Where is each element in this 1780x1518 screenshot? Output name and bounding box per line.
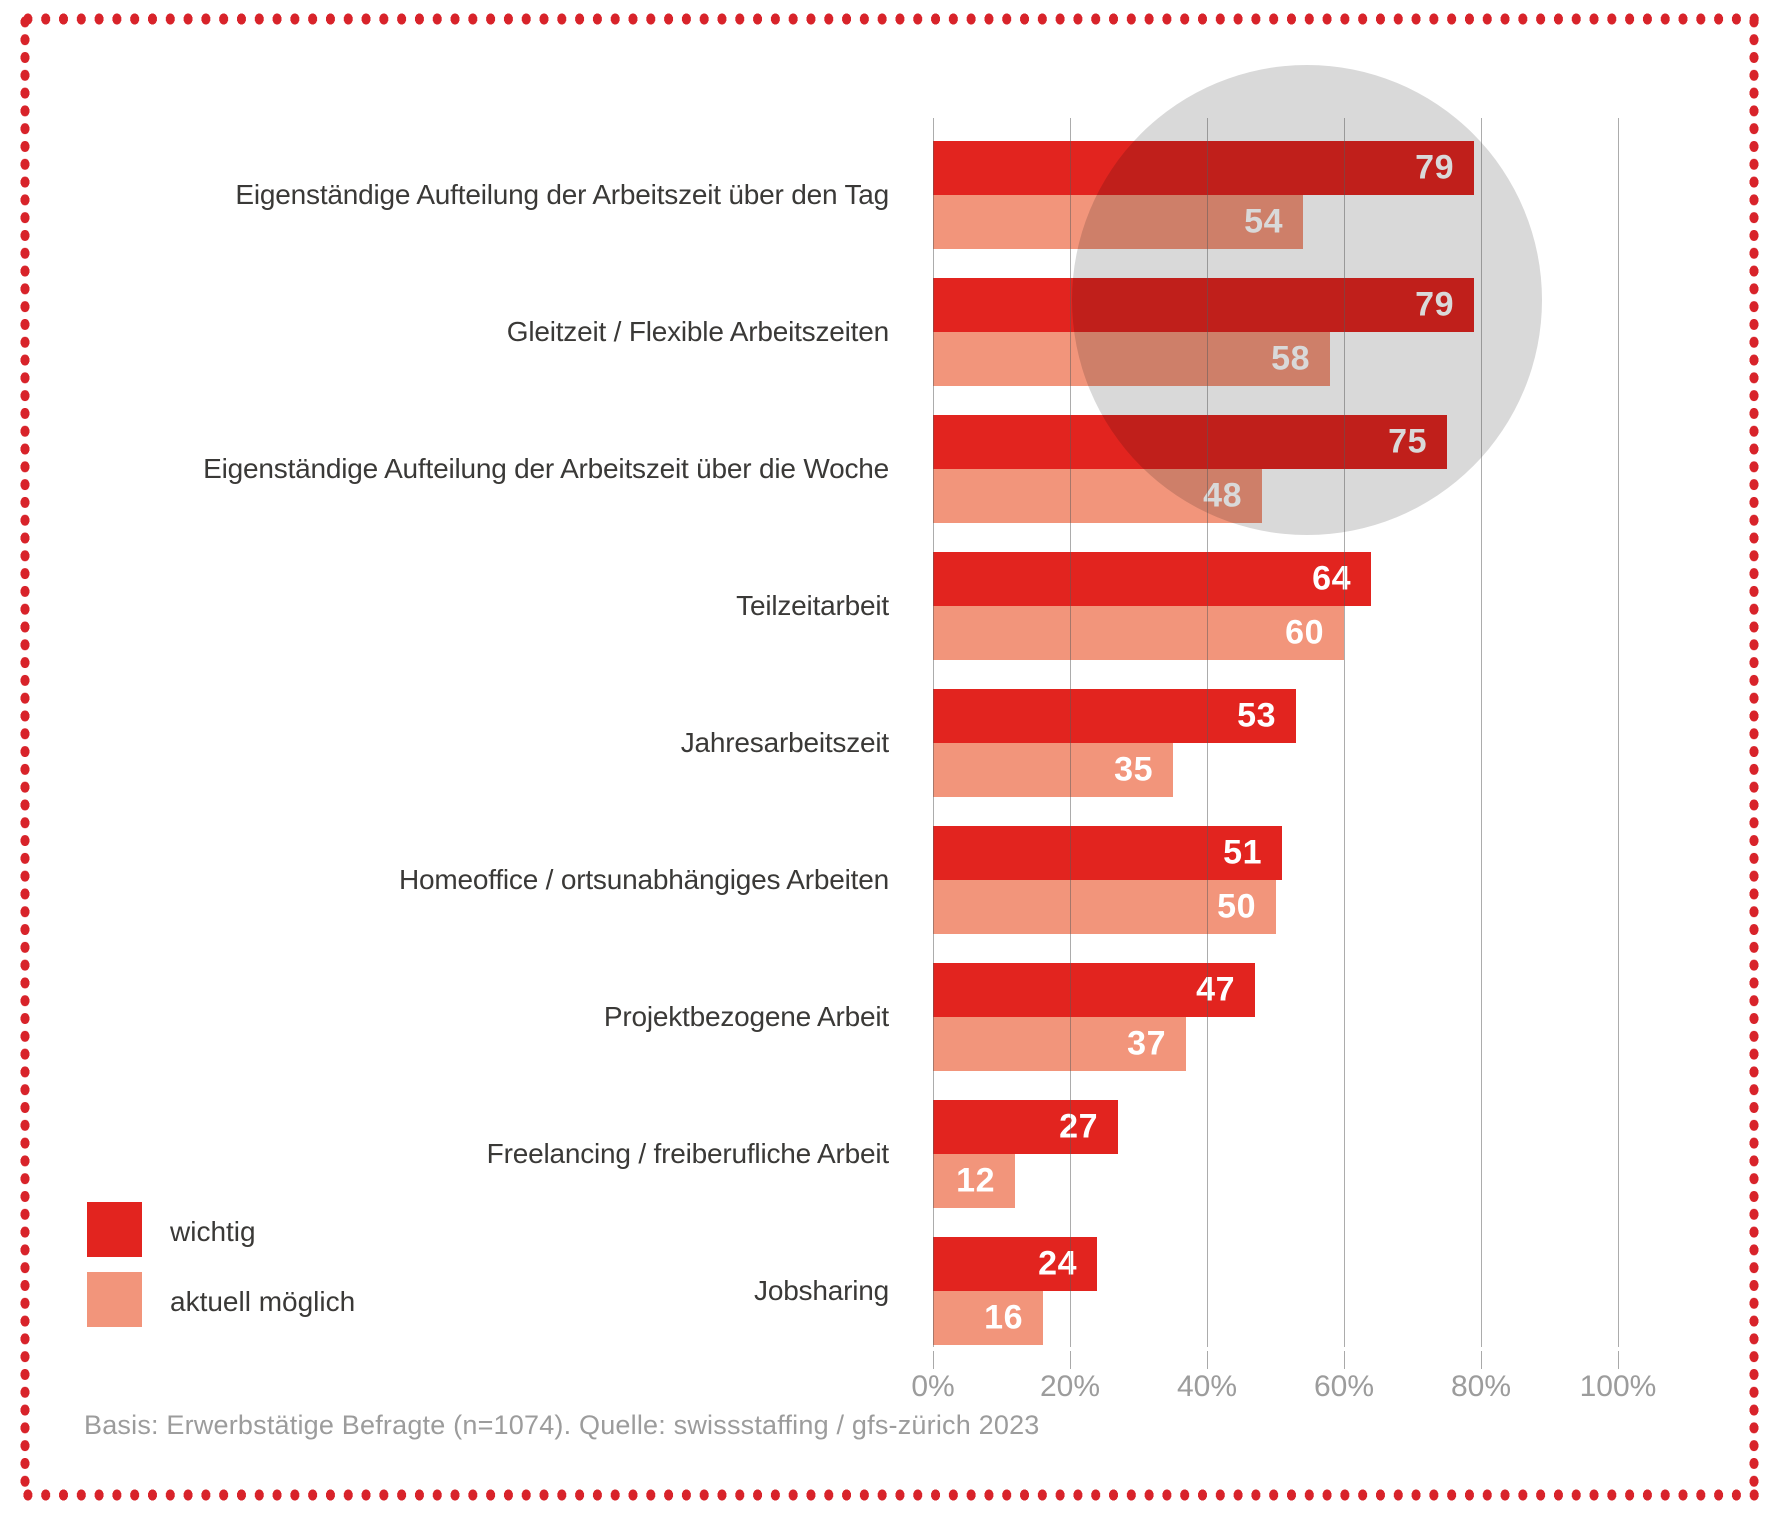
bar-value-label: 12: [956, 1161, 995, 1200]
bar-value-label: 24: [1038, 1244, 1077, 1283]
x-axis-label: 80%: [1450, 1370, 1512, 1403]
bar-value-label: 47: [1196, 970, 1235, 1009]
category-label: Eigenständige Aufteilung der Arbeitszeit…: [235, 179, 889, 210]
bar-wichtig: 27: [933, 1100, 1118, 1154]
bar-value-label: 51: [1223, 833, 1262, 872]
border-dots-right: [1748, 13, 1760, 1490]
gridline: [933, 118, 934, 1347]
legend-label-aktuell-moeglich: aktuell möglich: [170, 1286, 356, 1317]
category-label: Freelancing / freiberufliche Arbeit: [486, 1138, 890, 1169]
category-label: Jahresarbeitszeit: [680, 727, 889, 758]
gridline: [1481, 118, 1482, 1347]
axis-tick: [1344, 1351, 1345, 1369]
bar-value-label: 35: [1114, 750, 1153, 789]
gridline: [1344, 118, 1345, 1347]
border-dots-bottom: [19, 1489, 1761, 1501]
bar-aktuell-moeglich: 37: [933, 1017, 1186, 1071]
category-label: Projektbezogene Arbeit: [603, 1001, 889, 1032]
bar-value-label: 37: [1127, 1024, 1166, 1063]
bar-aktuell-moeglich: 16: [933, 1291, 1043, 1345]
bar-value-label: 53: [1237, 696, 1276, 735]
axis-tick: [1481, 1351, 1482, 1369]
bar-value-label: 27: [1059, 1107, 1098, 1146]
bar-value-label: 50: [1217, 887, 1256, 926]
bar-value-label: 16: [984, 1298, 1023, 1337]
category-label: Gleitzeit / Flexible Arbeitszeiten: [506, 316, 889, 347]
legend-swatch-aktuell-moeglich: [87, 1272, 142, 1327]
category-label: Homeoffice / ortsunabhängiges Arbeiten: [399, 864, 889, 895]
axis-tick: [933, 1351, 934, 1369]
bar-aktuell-moeglich: 50: [933, 880, 1276, 934]
bar-wichtig: 24: [933, 1237, 1097, 1291]
bar-wichtig: 51: [933, 826, 1282, 880]
x-axis-label: 40%: [1176, 1370, 1238, 1403]
x-axis-label: 100%: [1579, 1370, 1657, 1403]
x-axis-label: 0%: [911, 1370, 955, 1403]
bar-aktuell-moeglich: 35: [933, 743, 1173, 797]
bar-value-label: 64: [1312, 559, 1351, 598]
legend-swatch-wichtig: [87, 1202, 142, 1257]
gridline: [1618, 118, 1619, 1347]
bar-aktuell-moeglich: 60: [933, 606, 1344, 660]
gridline: [1207, 118, 1208, 1347]
legend-label-wichtig: wichtig: [170, 1216, 256, 1247]
border-dots-left: [19, 13, 31, 1490]
source-note: Basis: Erwerbstätige Befragte (n=1074). …: [84, 1410, 1040, 1440]
bar-wichtig: 53: [933, 689, 1296, 743]
x-axis-label: 60%: [1313, 1370, 1375, 1403]
category-label: Eigenständige Aufteilung der Arbeitszeit…: [203, 453, 889, 484]
bar-wichtig: 64: [933, 552, 1371, 606]
decorative-circle: [1072, 65, 1542, 535]
bar-value-label: 60: [1285, 613, 1324, 652]
gridline: [1070, 118, 1071, 1347]
axis-tick: [1070, 1351, 1071, 1369]
axis-tick: [1618, 1351, 1619, 1369]
bar-wichtig: 47: [933, 963, 1255, 1017]
bar-aktuell-moeglich: 12: [933, 1154, 1015, 1208]
category-label: Jobsharing: [754, 1275, 889, 1306]
border-dots-top: [19, 13, 1761, 25]
x-axis-label: 20%: [1039, 1370, 1101, 1403]
category-label: Teilzeitarbeit: [736, 590, 889, 621]
axis-tick: [1207, 1351, 1208, 1369]
